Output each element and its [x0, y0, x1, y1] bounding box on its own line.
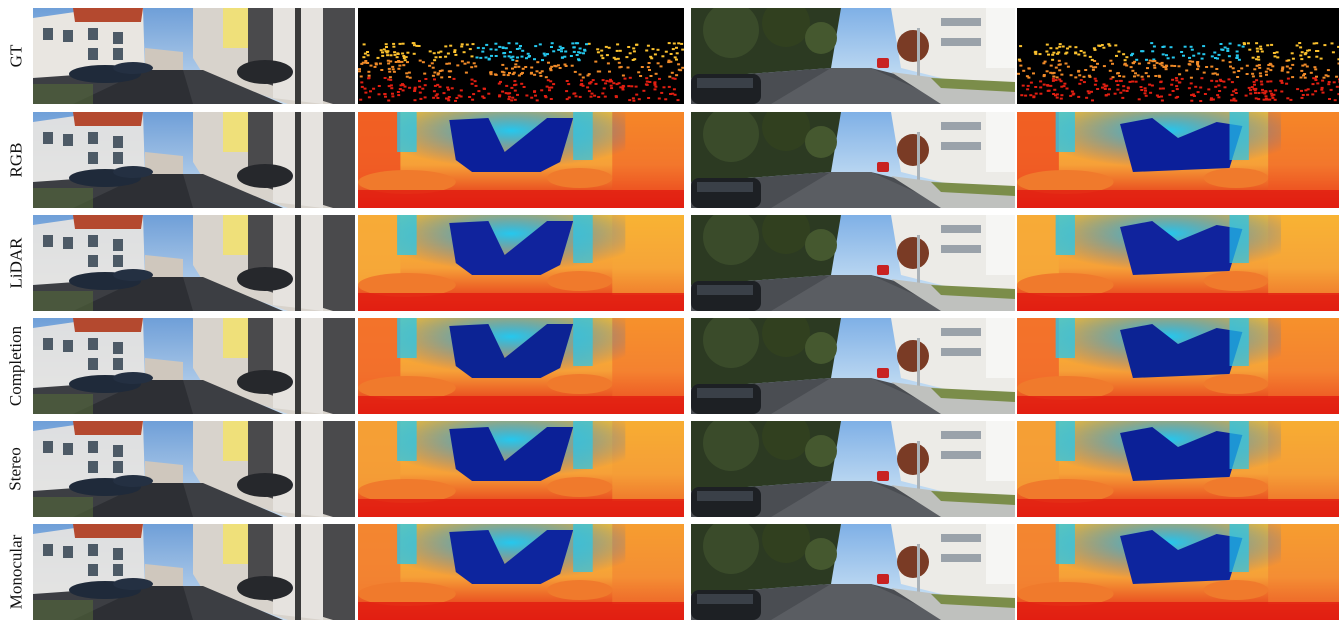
rgb-image-a [33, 318, 355, 414]
row-label: Completion [0, 318, 32, 414]
row-label: GT [0, 8, 32, 104]
row-label: RGB [0, 112, 32, 208]
row-label-text: RGB [6, 142, 25, 178]
depth-map-b [1017, 8, 1339, 104]
row-label: Monocular [0, 524, 32, 620]
depth-map-b [1017, 318, 1339, 414]
rgb-image-a [33, 112, 355, 208]
rgb-image-a [33, 524, 355, 620]
depth-map-a [358, 524, 684, 620]
row-label: Stereo [0, 421, 32, 517]
rgb-image-b [691, 524, 1015, 620]
rgb-image-b [691, 8, 1015, 104]
rgb-image-a [33, 421, 355, 517]
row-label-text: Monocular [6, 534, 25, 610]
rgb-image-a [33, 8, 355, 104]
row-label-text: Stereo [6, 447, 25, 491]
rgb-image-b [691, 215, 1015, 311]
rgb-image-b [691, 318, 1015, 414]
depth-map-a [358, 215, 684, 311]
depth-map-a [358, 421, 684, 517]
depth-map-a [358, 112, 684, 208]
rgb-image-a [33, 215, 355, 311]
depth-map-b [1017, 215, 1339, 311]
row-label: LiDAR [0, 215, 32, 311]
depth-map-b [1017, 524, 1339, 620]
depth-map-b [1017, 421, 1339, 517]
rgb-image-b [691, 112, 1015, 208]
rgb-image-b [691, 421, 1015, 517]
depth-map-a [358, 318, 684, 414]
row-label-text: GT [5, 44, 25, 68]
row-label-text: Completion [6, 325, 25, 407]
depth-map-a [358, 8, 684, 104]
depth-map-b [1017, 112, 1339, 208]
row-label-text: LiDAR [6, 237, 25, 289]
